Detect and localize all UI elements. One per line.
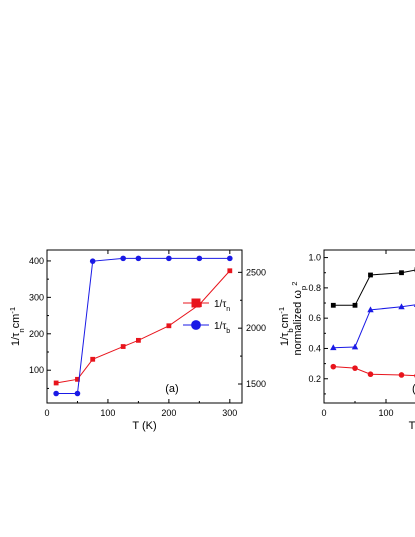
- x-tick-label: 100: [100, 408, 115, 418]
- x-tick-label: 100: [378, 408, 393, 418]
- data-point: [90, 356, 96, 362]
- x-tick-label: 0: [44, 408, 49, 418]
- legend-label: 1/τb: [214, 321, 230, 335]
- x-tick-label: 300: [222, 408, 237, 418]
- data-point: [136, 337, 141, 343]
- y-tick-label: 200: [29, 329, 44, 339]
- data-point: [330, 363, 337, 370]
- plot-frame: [323, 249, 415, 404]
- data-point: [227, 268, 233, 274]
- data-point: [196, 255, 203, 262]
- data-point: [352, 302, 358, 308]
- x-tick-label: 0: [321, 408, 326, 418]
- x-axis-label: T (K): [132, 420, 156, 432]
- data-point: [75, 376, 80, 382]
- y-tick-label: 0.2: [308, 374, 321, 384]
- plot-frame: [46, 249, 243, 404]
- y2-axis-label: 1/τbcm-1: [277, 307, 295, 346]
- y-tick-label: 400: [29, 256, 44, 266]
- y-axis-label: normalized ωp2: [290, 281, 308, 355]
- y2-tick-label: 1500: [246, 379, 266, 389]
- data-point: [53, 380, 59, 386]
- data-point: [74, 390, 81, 397]
- data-point: [330, 344, 337, 351]
- x-axis-label: T: [409, 420, 415, 432]
- data-point: [399, 270, 404, 276]
- series-line: [56, 257, 230, 395]
- panel-label: (: [412, 383, 415, 395]
- data-point: [368, 272, 373, 278]
- y-tick-label: 1.0: [308, 253, 321, 263]
- series-line: [56, 270, 231, 384]
- y2-tick-label: 2500: [246, 267, 266, 277]
- panel-label: (a): [165, 383, 178, 395]
- data-point: [367, 371, 374, 378]
- data-point: [135, 255, 142, 262]
- panel-a-chart: 0 100 200 300 100 200 300 400 1500 2000 2500 T (K) 1…: [8, 249, 295, 432]
- data-point: [166, 255, 172, 262]
- series-line: [333, 304, 415, 349]
- y-tick-label: 100: [29, 365, 44, 375]
- y-tick-label: 0.8: [308, 283, 321, 293]
- data-point: [351, 343, 359, 350]
- legend-marker: [191, 320, 201, 330]
- data-point: [367, 306, 374, 313]
- data-point: [330, 302, 336, 308]
- data-point: [53, 390, 59, 397]
- x-tick-label: 200: [161, 408, 176, 418]
- data-point: [227, 255, 233, 262]
- y-tick-label: 0.4: [308, 343, 321, 353]
- data-point: [120, 255, 126, 262]
- legend-marker: [191, 298, 201, 308]
- data-point: [398, 372, 405, 378]
- y-tick-label: 300: [29, 292, 44, 302]
- y-tick-label: 0.6: [308, 313, 321, 323]
- legend-label: 1/τn: [214, 299, 230, 313]
- data-point: [166, 323, 172, 329]
- data-point: [120, 344, 126, 349]
- data-point: [352, 365, 358, 371]
- y2-tick-label: 2000: [246, 323, 266, 333]
- data-point: [398, 303, 405, 310]
- y-axis-label: 1/τncm-1: [8, 307, 26, 346]
- data-point: [89, 258, 96, 264]
